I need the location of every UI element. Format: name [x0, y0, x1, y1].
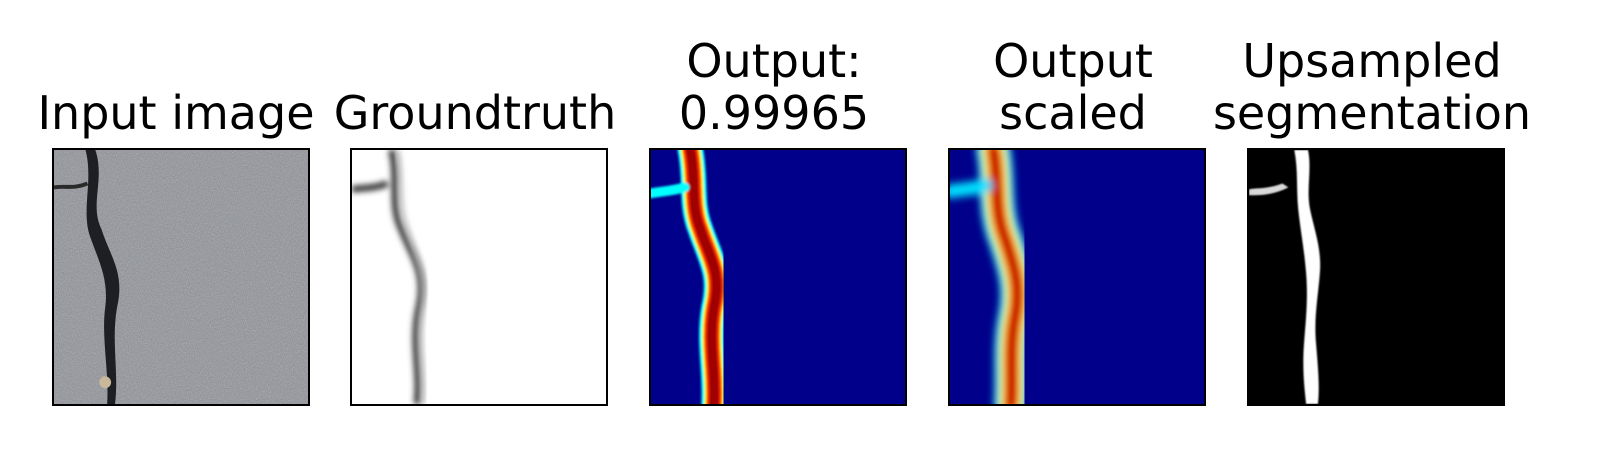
output-heatmap: [649, 148, 907, 406]
panel-title-groundtruth: Groundtruth: [333, 86, 617, 140]
panel-title-output: Output: 0.99965: [678, 34, 870, 140]
panel-title-upsampled-segmentation: Upsampled segmentation: [1212, 34, 1532, 140]
panel-upsampled-segmentation: Upsampled segmentation: [1213, 0, 1531, 449]
output-scaled-heatmap: [948, 148, 1206, 406]
panel-groundtruth: Groundtruth: [325, 0, 625, 449]
groundtruth-image: [350, 148, 608, 406]
input-image: [52, 148, 310, 406]
panel-title-output-scaled: Output scaled: [993, 34, 1153, 140]
segmentation-image: [1247, 148, 1505, 406]
panel-output-scaled: Output scaled: [923, 0, 1223, 449]
panel-output: Output: 0.99965: [624, 0, 924, 449]
panel-input-image: Input image: [26, 0, 326, 449]
panel-title-input-image: Input image: [37, 86, 315, 140]
